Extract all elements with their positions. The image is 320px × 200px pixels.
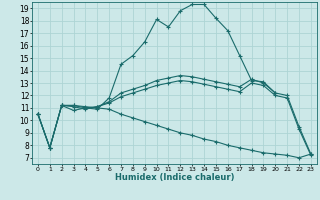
X-axis label: Humidex (Indice chaleur): Humidex (Indice chaleur): [115, 173, 234, 182]
